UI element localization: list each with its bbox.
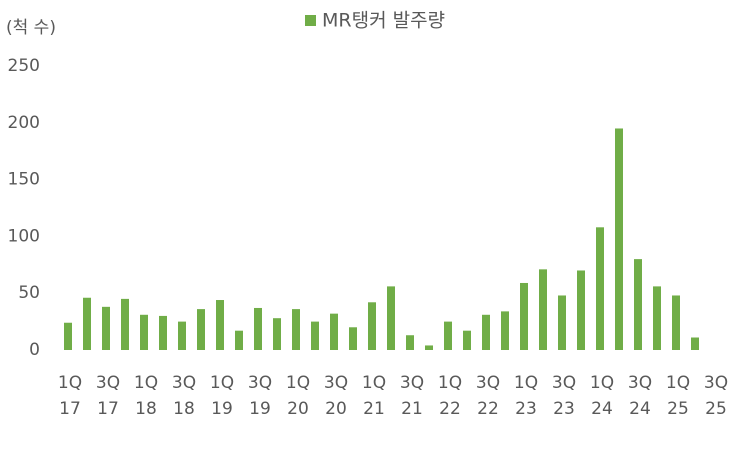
y-tick-label: 250 <box>8 56 40 76</box>
bar <box>292 309 300 350</box>
x-tick-label: 1Q 21 <box>362 373 386 419</box>
x-tick-label: 3Q 17 <box>96 373 120 419</box>
bar <box>330 313 338 350</box>
y-tick-label: 100 <box>8 226 40 246</box>
bar <box>368 302 376 350</box>
x-tick-label: 3Q 20 <box>324 373 348 419</box>
bar <box>64 322 72 350</box>
x-tick-label: 1Q 22 <box>438 373 462 419</box>
bar <box>444 321 452 350</box>
bar <box>121 298 129 350</box>
bar <box>653 286 661 350</box>
bar <box>235 330 243 350</box>
bar <box>634 259 642 350</box>
x-tick-label: 3Q 23 <box>552 373 576 419</box>
bar <box>273 318 281 350</box>
bar <box>672 295 680 350</box>
x-tick-label: 1Q 18 <box>134 373 158 419</box>
bar <box>501 311 509 350</box>
y-tick-label: 0 <box>29 340 40 360</box>
bar <box>691 337 699 350</box>
x-tick-label: 3Q 22 <box>476 373 500 419</box>
bar <box>197 309 205 350</box>
x-tick-label: 3Q 19 <box>248 373 272 419</box>
bar <box>254 307 262 350</box>
x-tick-label: 1Q 20 <box>286 373 310 419</box>
y-tick-label: 200 <box>8 113 40 133</box>
bar <box>425 345 433 350</box>
legend-swatch <box>305 15 316 26</box>
x-tick-label: 1Q 23 <box>514 373 538 419</box>
x-tick-label: 1Q 25 <box>666 373 690 419</box>
x-tick-label: 3Q 18 <box>172 373 196 419</box>
x-tick-label: 3Q 25 <box>704 373 728 419</box>
bar <box>482 314 490 350</box>
x-tick-label: 1Q 24 <box>590 373 614 419</box>
bar <box>159 315 167 350</box>
bar <box>406 335 414 350</box>
y-tick-label: 50 <box>18 283 40 303</box>
bar <box>539 269 547 350</box>
bar <box>311 321 319 350</box>
x-tick-label: 1Q 19 <box>210 373 234 419</box>
legend-label: MR탱커 발주량 <box>322 10 445 32</box>
bar <box>463 330 471 350</box>
y-tick-label: 150 <box>8 170 40 190</box>
bar <box>83 297 91 350</box>
bar <box>387 286 395 350</box>
bar <box>596 227 604 350</box>
bar <box>216 300 224 350</box>
bar <box>615 128 623 350</box>
bar <box>558 295 566 350</box>
y-axis-label: (척 수) <box>6 18 56 38</box>
bar <box>102 306 110 350</box>
x-tick-label: 3Q 21 <box>400 373 424 419</box>
bar <box>140 314 148 350</box>
x-tick-label: 1Q 17 <box>58 373 82 419</box>
bar <box>520 282 528 350</box>
bar <box>178 321 186 350</box>
bar <box>577 270 585 350</box>
bar <box>349 327 357 350</box>
x-tick-label: 3Q 24 <box>628 373 652 419</box>
